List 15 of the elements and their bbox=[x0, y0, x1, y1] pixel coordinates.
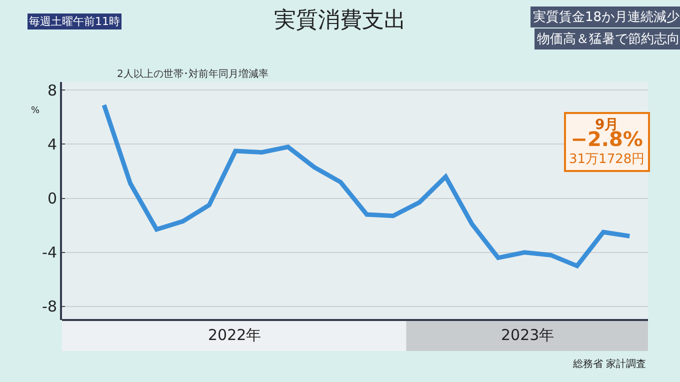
y-tick-label: -4 bbox=[42, 244, 57, 262]
y-tick-label: 4 bbox=[47, 135, 57, 154]
text: 2023年 bbox=[501, 326, 554, 344]
text: 物価高＆猛暑で節約志向 bbox=[537, 31, 680, 47]
text: 毎週土曜午前11時 bbox=[29, 15, 120, 28]
annotation: 9月 −2.8% 31万1728円 bbox=[569, 117, 645, 167]
text: 総務省 家計調査 bbox=[572, 358, 646, 370]
text: 2022年 bbox=[208, 326, 262, 344]
text: 2人以上の世帯･対前年同月増減率 bbox=[117, 68, 268, 80]
y-tick-label: -8 bbox=[42, 298, 57, 316]
y-tick-label: 0 bbox=[47, 190, 57, 208]
chart-title: 実質消費支出 bbox=[274, 8, 406, 33]
chart-subtitle: 実質賃金18か月連続減少 bbox=[533, 9, 680, 25]
y-tick-label: 8 bbox=[47, 81, 57, 100]
y-axis-title: % bbox=[31, 106, 40, 116]
